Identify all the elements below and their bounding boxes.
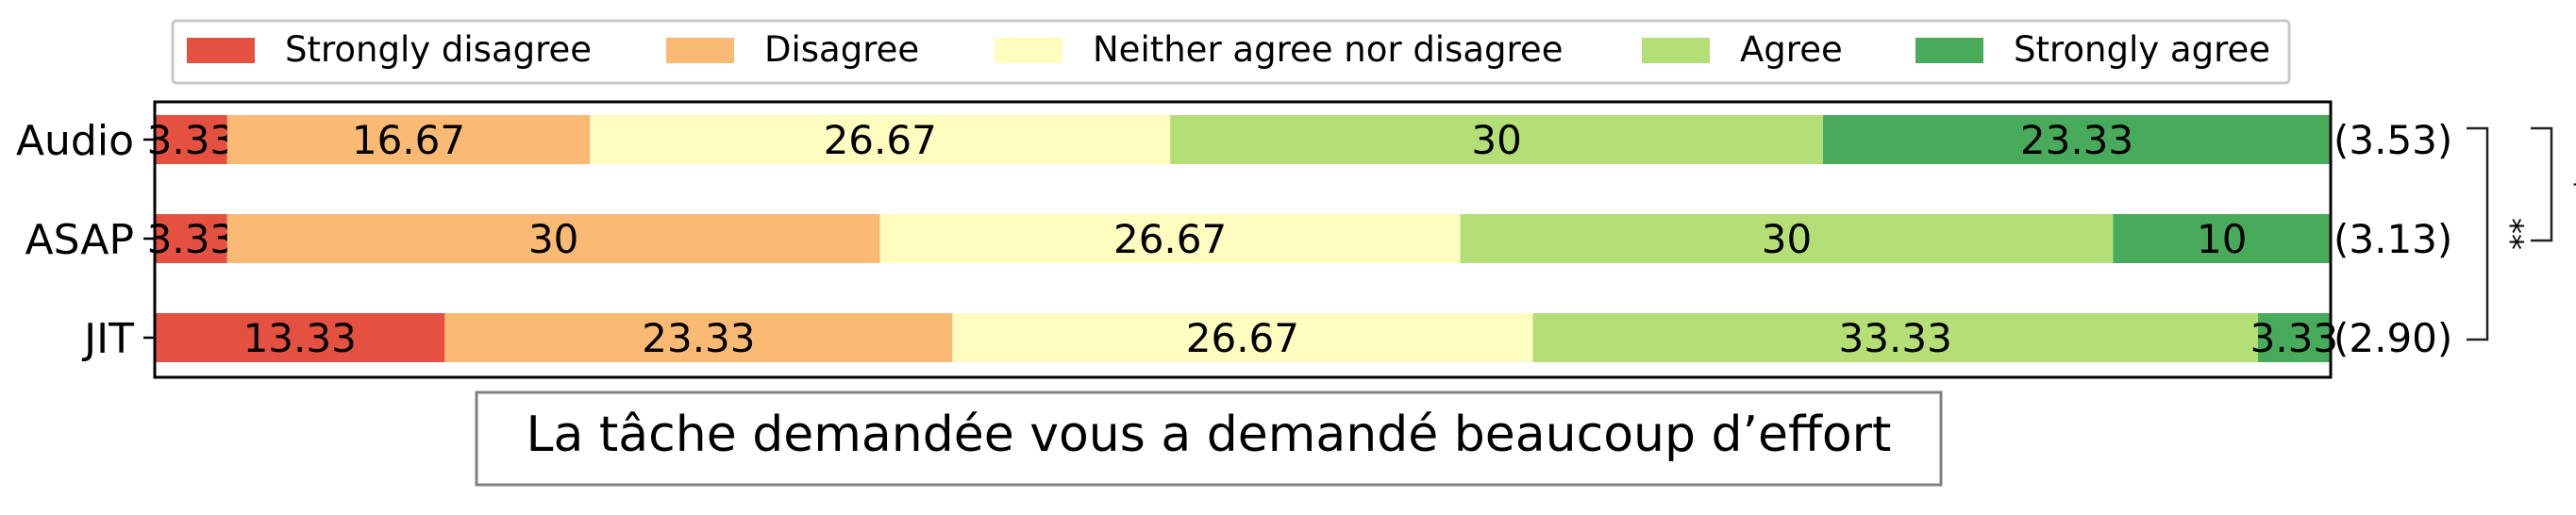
mean-labels: (3.53) (3.13) (2.90) <box>2333 117 2452 361</box>
mean-label: (3.13) <box>2333 216 2452 262</box>
bar-segment <box>1460 214 2114 263</box>
bar-segment <box>155 115 227 164</box>
bar-segment <box>155 214 227 263</box>
category-label: ASAP <box>25 216 134 264</box>
bar-segment <box>444 313 953 362</box>
legend-swatch <box>187 38 255 63</box>
bar-segment <box>1532 313 2258 362</box>
legend-swatch <box>666 38 734 63</box>
data-label: 30 <box>1471 117 1521 163</box>
data-label: 23.33 <box>2020 117 2133 163</box>
data-label: 3.33 <box>2250 315 2339 361</box>
data-label: 30 <box>528 216 578 262</box>
data-label: 10 <box>2197 216 2247 262</box>
data-label: 16.67 <box>352 117 465 163</box>
bars: Audio 3.33 16.67 26.67 30 23.33 ASAP 3.33 30 26.6… <box>16 115 2338 363</box>
bar-segment <box>952 313 1533 362</box>
mean-label: (3.53) <box>2333 117 2452 163</box>
legend-label: Neither agree nor disagree <box>1093 29 1563 70</box>
bar-segment <box>1170 115 1824 164</box>
bar-segment <box>226 115 591 164</box>
significance-brackets: *** <box>2467 126 2576 341</box>
plot-frame <box>153 100 2333 379</box>
legend-label: Strongly agree <box>2014 29 2270 70</box>
significance-bracket <box>2467 126 2489 341</box>
category-label: JIT <box>81 315 134 363</box>
data-label: 3.33 <box>147 216 236 262</box>
significance-bracket <box>2531 126 2553 242</box>
data-label: 23.33 <box>642 315 755 361</box>
bar-segment <box>2257 313 2331 362</box>
data-label: 26.67 <box>824 117 937 163</box>
data-label: 26.67 <box>1113 216 1227 262</box>
legend-label: Strongly disagree <box>285 29 592 70</box>
data-label: 13.33 <box>243 315 357 361</box>
bar-segment <box>879 214 1461 263</box>
legend-swatch <box>1642 38 1710 63</box>
bar-segment <box>226 214 880 263</box>
bar-segment <box>1823 115 2331 164</box>
legend-box <box>171 19 2291 85</box>
bar-segment <box>590 115 1171 164</box>
legend: Strongly disagree Disagree Neither agree n… <box>171 19 2291 85</box>
bar-segment <box>2113 214 2331 263</box>
significance-label: ** <box>2492 218 2530 250</box>
data-label: 26.67 <box>1186 315 1299 361</box>
data-label: 3.33 <box>147 117 236 163</box>
legend-label: Disagree <box>764 29 919 70</box>
data-label: 33.33 <box>1839 315 1952 361</box>
data-label: 30 <box>1762 216 1812 262</box>
significance-label: * <box>2556 176 2576 192</box>
category-label: Audio <box>16 117 134 165</box>
mean-label: (2.90) <box>2333 315 2452 361</box>
title-box: La tâche demandée vous a demandé beaucou… <box>475 390 1943 487</box>
bar-segment <box>155 313 445 362</box>
legend-swatch <box>995 38 1062 63</box>
legend-swatch <box>1915 38 1983 63</box>
legend-label: Agree <box>1740 29 1843 70</box>
chart-title: La tâche demandée vous a demandé beaucou… <box>527 407 1892 463</box>
